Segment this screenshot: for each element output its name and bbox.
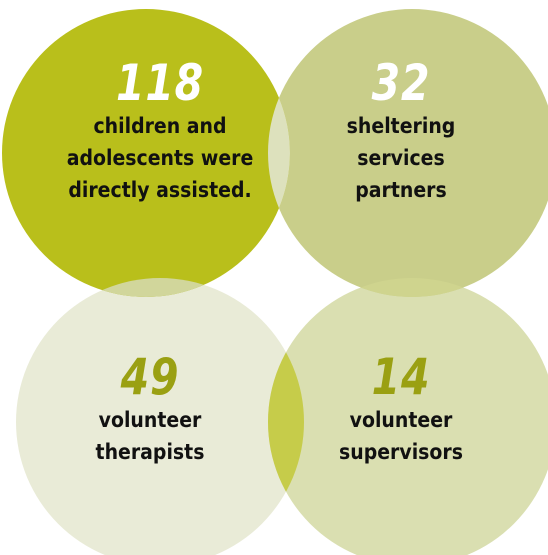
stat-number: 14 bbox=[371, 348, 431, 406]
stat-number: 32 bbox=[371, 54, 431, 112]
stat-label: volunteer therapists bbox=[95, 408, 205, 464]
stat-label: children and adolescents were directly a… bbox=[66, 114, 254, 202]
circle-top-left bbox=[2, 9, 290, 297]
stat-volunteer-supervisors: 14 volunteer supervisors bbox=[290, 350, 512, 468]
circle-top-right bbox=[268, 9, 548, 297]
circle-bottom-left bbox=[16, 278, 304, 555]
stat-label: sheltering services partners bbox=[346, 114, 456, 202]
stat-number: 49 bbox=[120, 348, 180, 406]
stat-children-assisted: 118 children and adolescents were direct… bbox=[36, 56, 284, 206]
stat-volunteer-therapists: 49 volunteer therapists bbox=[26, 350, 274, 468]
stat-number: 118 bbox=[115, 54, 205, 112]
stat-sheltering-partners: 32 sheltering services partners bbox=[290, 56, 512, 206]
circle-bottom-right bbox=[268, 278, 548, 555]
stat-label: volunteer supervisors bbox=[338, 408, 463, 464]
